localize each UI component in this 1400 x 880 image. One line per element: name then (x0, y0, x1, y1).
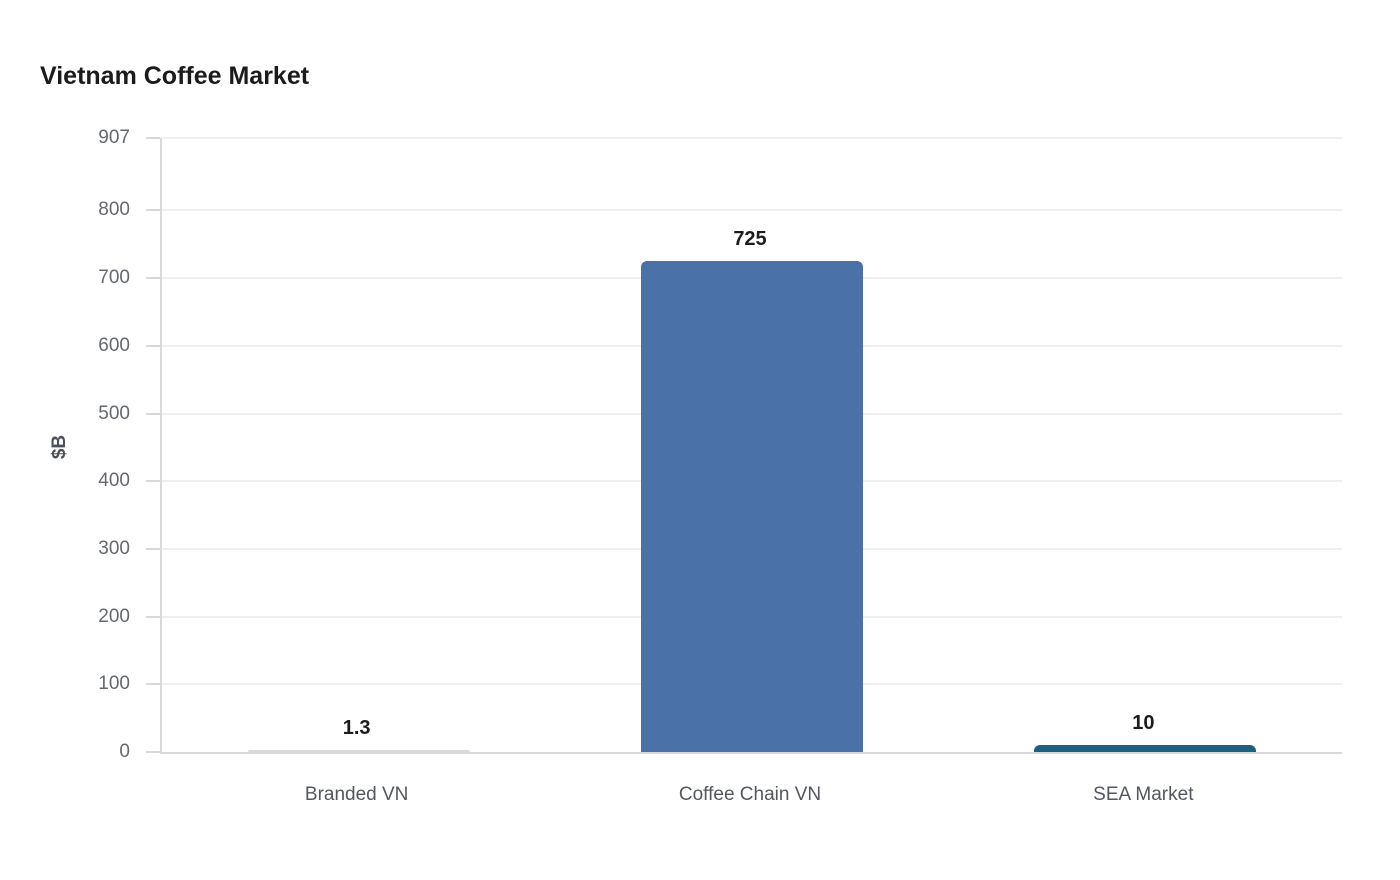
y-tick-label-907: 907 (98, 127, 130, 148)
category-label-coffee-chain-vn: Coffee Chain VN (678, 784, 822, 805)
plot-area (160, 137, 1342, 754)
category-label-sea-market: SEA Market (1093, 784, 1194, 805)
chart-title: Vietnam Coffee Market (40, 62, 310, 90)
y-tick-mark-200 (146, 615, 160, 618)
y-tick-label-500: 500 (98, 402, 130, 424)
y-tick-mark-700 (146, 277, 160, 280)
gridline-800 (162, 209, 1342, 212)
y-tick-label-700: 700 (98, 267, 130, 289)
y-tick-mark-0 (146, 751, 160, 753)
y-axis-title: $B (49, 434, 70, 460)
y-tick-label-200: 200 (98, 605, 130, 627)
y-tick-label-400: 400 (98, 470, 130, 492)
y-tick-label-0: 0 (119, 741, 130, 762)
y-tick-mark-400 (146, 480, 160, 483)
y-tick-label-600: 600 (98, 334, 130, 356)
y-tick-mark-600 (146, 344, 160, 347)
value-label-sea-market: 10 (1132, 712, 1155, 735)
category-label-branded-vn: Branded VN (304, 784, 409, 805)
y-tick-label-100: 100 (98, 673, 130, 695)
gridline-907 (162, 137, 1342, 139)
value-label-coffee-chain-vn: 725 (733, 228, 767, 251)
y-tick-label-300: 300 (98, 537, 130, 559)
bar-sea-market (1034, 745, 1257, 752)
y-tick-mark-100 (146, 683, 160, 686)
bar-branded-vn (247, 749, 470, 752)
y-tick-mark-907 (146, 137, 160, 139)
bar-coffee-chain-vn (641, 261, 863, 752)
y-tick-mark-800 (146, 209, 160, 212)
value-label-branded-vn: 1.3 (342, 716, 371, 739)
y-tick-label-800: 800 (98, 199, 130, 221)
y-tick-mark-300 (146, 547, 160, 550)
y-tick-mark-500 (146, 412, 160, 415)
